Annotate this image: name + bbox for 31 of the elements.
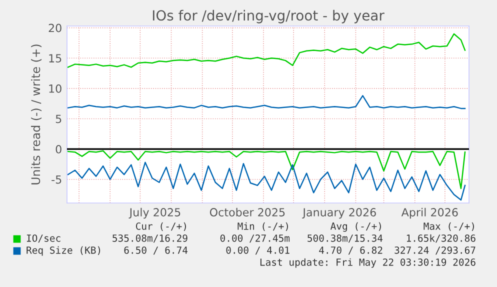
text: Min (-/+)	[238, 222, 288, 231]
text: Max (-/+)	[424, 222, 474, 231]
x-tick-label: October 2025	[210, 208, 285, 216]
text: Last update: Fri May 22 03:30:19 2026	[260, 258, 476, 268]
line-series	[67, 33, 466, 68]
text: 4.70 / 6.82	[319, 246, 382, 255]
text: 0.00 /27.45m	[220, 234, 290, 243]
text: 1.65k/320.86	[406, 234, 476, 243]
text: 500.38m/15.34	[308, 234, 383, 243]
text: 6.50 / 6.74	[124, 246, 188, 255]
text: Cur (-/+)	[136, 222, 186, 231]
text: 535.08m/16.29	[112, 234, 188, 243]
x-tick-label: July 2025	[128, 208, 180, 219]
y-tick-label: 5	[56, 114, 62, 124]
chart-title: IOs for /dev/ring-vg/root - by year	[152, 10, 384, 24]
y-tick-label: 10	[49, 84, 62, 93]
legend-label: Req Size (KB)	[26, 246, 100, 256]
x-tick-label: April 2026	[401, 208, 458, 219]
y-tick-label: -5	[52, 175, 62, 184]
legend-label: IO/sec	[26, 234, 60, 243]
y-axis-title: Units read (-) / write (+)	[31, 44, 42, 184]
text: Avg (-/+)	[330, 222, 381, 232]
y-tick-label: 15	[49, 54, 62, 63]
y-tick-label: 20	[48, 24, 62, 32]
line-series	[67, 162, 466, 201]
x-tick-label: January 2026	[302, 208, 376, 219]
text: 327.24 /293.67	[394, 246, 476, 255]
text: 0.00 / 4.01	[226, 246, 290, 255]
line-series	[67, 150, 466, 190]
line-series	[67, 95, 466, 110]
y-tick-label: 0	[56, 145, 62, 154]
